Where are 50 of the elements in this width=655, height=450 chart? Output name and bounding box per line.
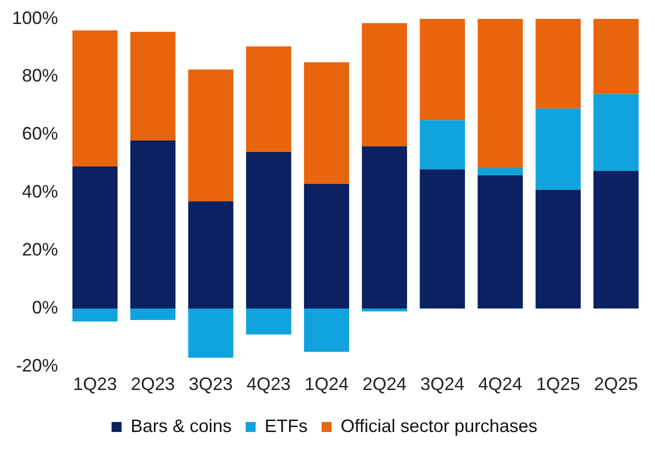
bar [478, 168, 523, 176]
bar [593, 170, 639, 308]
legend-label: Official sector purchases [340, 416, 538, 436]
y-tick-label: 60% [22, 124, 58, 144]
bar [246, 308, 292, 335]
bar [362, 146, 408, 308]
bar [478, 18, 523, 168]
x-tick-label: 2Q24 [362, 374, 406, 394]
bar [478, 175, 523, 308]
bar [536, 108, 581, 190]
y-tick-label: 40% [22, 182, 58, 202]
x-tick-label: 1Q24 [304, 374, 349, 394]
bar [246, 152, 292, 308]
bar [420, 120, 465, 170]
bar [72, 308, 118, 322]
bar [536, 190, 581, 308]
bar [536, 18, 581, 109]
bar [188, 308, 234, 358]
x-tick-label: 3Q23 [188, 374, 233, 394]
x-tick-label: 1Q23 [72, 374, 118, 394]
x-tick-label: 3Q24 [420, 374, 464, 394]
y-tick-label: 0% [32, 297, 58, 318]
y-tick-label: 80% [22, 66, 58, 86]
bar [188, 69, 234, 202]
bar [72, 30, 118, 167]
bar [188, 201, 234, 308]
bar [130, 32, 176, 140]
legend-label: Bars & coins [130, 416, 232, 436]
legend-label: ETFs [264, 416, 308, 436]
x-tick-label: 4Q24 [478, 374, 522, 394]
bar [420, 18, 465, 120]
bar [362, 308, 408, 312]
x-tick-label: 2Q25 [594, 374, 638, 394]
bar [72, 166, 118, 308]
bar [304, 184, 350, 308]
bar [246, 46, 292, 152]
bar [130, 308, 176, 320]
bar [593, 94, 639, 171]
bar [593, 18, 639, 94]
bar [304, 62, 350, 184]
x-tick-label: 4Q23 [246, 374, 291, 394]
x-tick-label: 1Q25 [536, 374, 580, 394]
y-tick-label: -20% [16, 355, 58, 376]
bar [362, 23, 408, 146]
bar [304, 308, 350, 352]
bar [130, 140, 176, 308]
y-tick-label: 20% [22, 240, 58, 260]
x-tick-label: 2Q23 [130, 374, 175, 394]
bar [420, 169, 465, 308]
y-tick-label: 100% [12, 8, 58, 28]
